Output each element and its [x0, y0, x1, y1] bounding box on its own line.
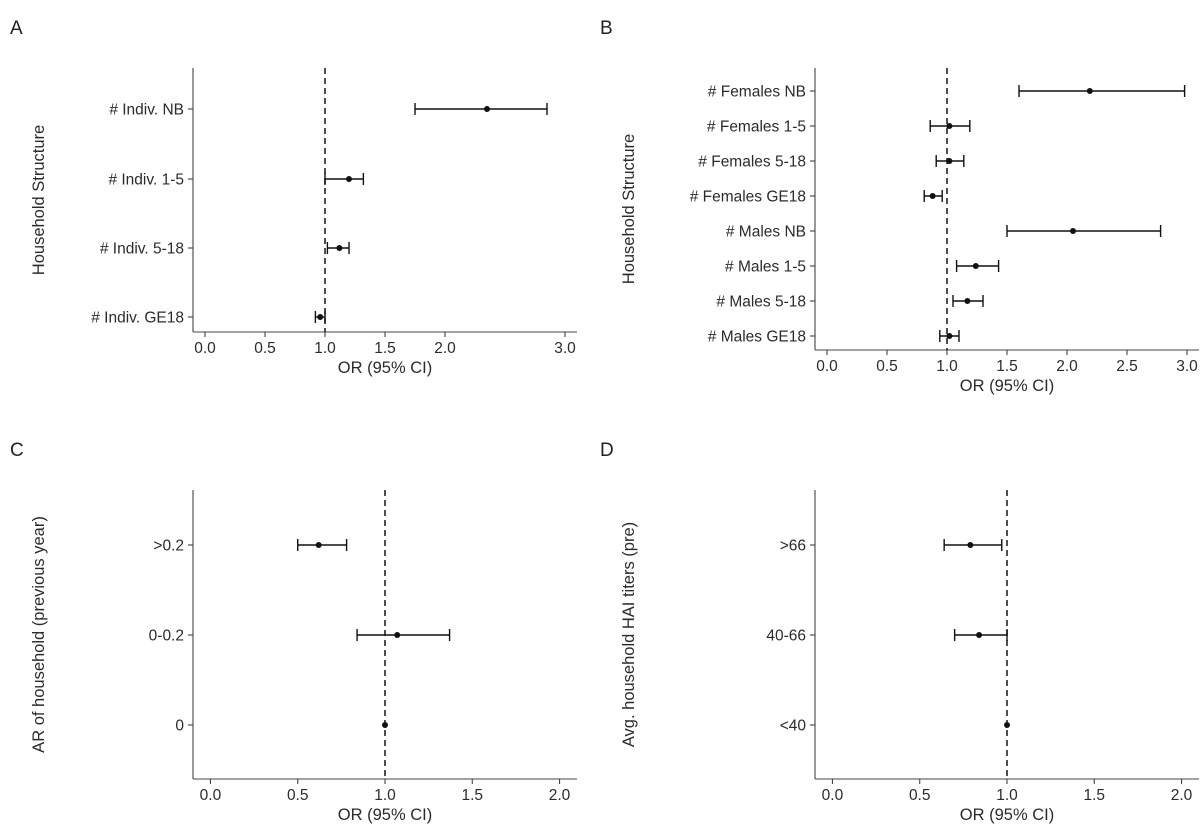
point-estimate: [336, 245, 343, 251]
y-axis-title: Avg. household HAI titers (pre): [620, 522, 638, 747]
x-tick-label: 1.0: [314, 340, 336, 357]
x-tick-label: 3.0: [1176, 358, 1198, 375]
estimate-row: [297, 539, 348, 551]
x-tick-label: 2.0: [434, 340, 456, 357]
x-tick-label: 2.0: [549, 787, 571, 804]
panel-label: B: [600, 18, 613, 39]
x-tick-label: 0.5: [876, 358, 898, 375]
y-tick-label: # Females 1-5: [707, 119, 806, 136]
y-tick-label: # Males 1-5: [725, 259, 806, 276]
estimate-row: [943, 539, 1003, 551]
y-tick-label: <40: [780, 718, 807, 735]
estimate-row: [939, 330, 960, 342]
x-tick-label: 3.0: [554, 340, 576, 357]
x-axis-title: OR (95% CI): [960, 806, 1054, 824]
x-tick-label: 2.5: [1116, 358, 1138, 375]
panel-d: D 0.0 0.5 1.0 1.5 2.0 OR (95% CI) Avg. househol…: [600, 440, 1199, 824]
y-axis-title: Household Structure: [620, 134, 638, 284]
x-tick-label: 1.0: [996, 787, 1018, 804]
estimate-row: [356, 629, 451, 641]
point-estimate: [1070, 228, 1076, 234]
y-tick-label: # Indiv. 1-5: [108, 172, 184, 189]
x-tick-label: 0.5: [287, 787, 309, 804]
point-estimate: [382, 722, 388, 728]
point-estimate: [346, 176, 352, 182]
y-tick-label: # Males GE18: [708, 329, 806, 346]
y-tick-label: 0: [175, 718, 184, 735]
estimate-row: [953, 629, 1008, 641]
y-tick-label: # Males 5-18: [716, 294, 806, 311]
x-tick-label: 0.0: [194, 340, 216, 357]
estimate-row: [1006, 225, 1162, 237]
panel-a: A 0.0 0.5 1.0 1.5 2.0 3.0 OR (95% CI) Household …: [10, 18, 577, 377]
x-tick-label: 0.0: [822, 787, 844, 804]
x-tick-label: 2.0: [1056, 358, 1078, 375]
estimate-row: [414, 103, 548, 115]
estimate-row: [923, 190, 943, 202]
point-estimate: [946, 333, 953, 339]
y-axis-title: AR of household (previous year): [30, 516, 48, 753]
x-tick-label: 0.5: [254, 340, 276, 357]
panel-label: A: [10, 18, 23, 39]
x-tick-label: 0.5: [909, 787, 931, 804]
y-tick-label: # Females GE18: [690, 189, 806, 206]
x-tick-label: 2.0: [1171, 787, 1193, 804]
panel-b: B 0.0 0.5 1.0 1.5 2.0 2.5 3.0 OR (95% CI) Househo…: [600, 18, 1199, 395]
point-estimate: [972, 263, 979, 269]
panel-label: D: [600, 440, 614, 461]
x-axis-title: OR (95% CI): [338, 359, 432, 377]
point-estimate: [929, 193, 936, 199]
y-tick-label: # Males NB: [726, 224, 806, 241]
estimate-row: [1018, 85, 1186, 97]
x-tick-label: 1.0: [374, 787, 396, 804]
panel-label: C: [10, 440, 24, 461]
x-tick-label: 0.0: [816, 358, 838, 375]
point-estimate: [484, 106, 490, 112]
point-estimate: [315, 542, 322, 548]
y-tick-label: >0.2: [153, 538, 184, 555]
estimate-row: [314, 311, 326, 323]
estimate-row: [1004, 722, 1010, 728]
estimate-row: [929, 120, 971, 132]
x-tick-label: 1.5: [1083, 787, 1105, 804]
y-tick-label: >66: [780, 538, 806, 555]
x-axis-title: OR (95% CI): [960, 377, 1054, 395]
x-tick-label: 1.5: [374, 340, 396, 357]
y-tick-label: # Indiv. GE18: [91, 310, 184, 327]
y-tick-label: # Females 5-18: [698, 154, 806, 171]
point-estimate: [946, 158, 953, 164]
point-estimate: [1086, 88, 1093, 94]
estimate-row: [324, 173, 365, 185]
panel-c: C 0.0 0.5 1.0 1.5 2.0 OR (95% CI) AR of househo…: [10, 440, 577, 824]
point-estimate: [317, 314, 324, 320]
y-axis-title: Household Structure: [30, 125, 48, 275]
point-estimate: [1004, 722, 1010, 728]
estimate-row: [955, 260, 1000, 272]
x-tick-label: 1.0: [936, 358, 958, 375]
x-axis-title: OR (95% CI): [338, 806, 432, 824]
y-tick-label: 0-0.2: [149, 628, 184, 645]
point-estimate: [946, 123, 953, 129]
point-estimate: [394, 632, 401, 638]
estimate-row: [326, 242, 350, 254]
y-tick-label: # Females NB: [708, 84, 806, 101]
y-tick-label: # Indiv. NB: [109, 102, 184, 119]
point-estimate: [967, 542, 974, 548]
y-tick-label: # Indiv. 5-18: [100, 241, 184, 258]
point-estimate: [976, 632, 983, 638]
point-estimate: [964, 298, 971, 304]
x-tick-label: 1.5: [461, 787, 483, 804]
estimate-row: [935, 155, 965, 167]
x-tick-label: 0.0: [200, 787, 222, 804]
estimate-row: [952, 295, 984, 307]
estimate-row: [382, 722, 388, 728]
x-tick-label: 1.5: [996, 358, 1018, 375]
y-tick-label: 40-66: [766, 628, 806, 645]
